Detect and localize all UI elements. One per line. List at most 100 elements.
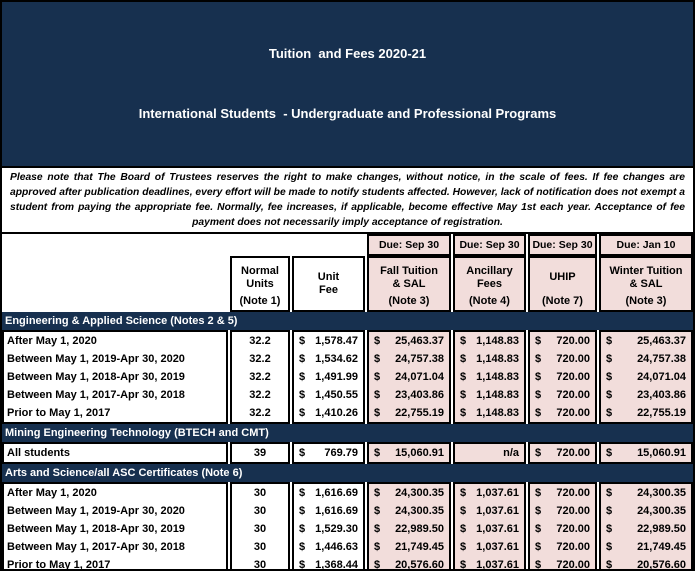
col-header-note: [294, 308, 363, 310]
amount: 20,576.60: [395, 559, 444, 571]
unit-fee-value: $1,491.99: [294, 368, 363, 386]
col-header-line: UHIP: [549, 271, 576, 283]
currency-symbol: $: [299, 389, 306, 401]
row-label: Between May 1, 2018-Apr 30, 2019: [7, 523, 185, 535]
amount: 720.00: [556, 447, 590, 459]
table-column: 32.2 32.2 32.2 32.2 32.2: [230, 330, 290, 424]
table-column: After May 1, 2020 Between May 1, 2019-Apr…: [2, 330, 228, 424]
currency-symbol: $: [535, 559, 542, 571]
amount: 720.00: [556, 371, 590, 383]
amount: 24,757.38: [637, 353, 686, 365]
column-header-row: Normal Units (Note 1) Unit Fee Fall Tuit…: [2, 256, 693, 312]
fall-tuition-value: $21,749.45: [369, 538, 449, 556]
fall-tuition-value: $24,071.04: [369, 368, 449, 386]
amount: 1,410.26: [315, 407, 358, 419]
table-column: $24,300.35 $24,300.35 $22,989.50 $21,749.45…: [599, 482, 693, 569]
col-header-line: & SAL: [392, 277, 426, 290]
fees-table: Due: Sep 30 Due: Sep 30 Due: Sep 30 Due:…: [2, 234, 693, 571]
currency-symbol: $: [535, 371, 542, 383]
ancillary-fees-value: n/a: [503, 447, 519, 459]
currency-symbol: $: [460, 505, 467, 517]
ancillary-fees-value: $1,037.61: [455, 484, 524, 502]
ancillary-fees-value: $1,037.61: [455, 556, 524, 571]
currency-symbol: $: [460, 407, 467, 419]
amount: 720.00: [556, 407, 590, 419]
currency-symbol: $: [299, 371, 306, 383]
amount: 1,148.83: [476, 335, 519, 347]
amount: 1,148.83: [476, 353, 519, 365]
currency-symbol: $: [606, 447, 613, 459]
currency-symbol: $: [535, 389, 542, 401]
amount: 720.00: [556, 353, 590, 365]
table-column: After May 1, 2020 Between May 1, 2019-Apr…: [2, 482, 228, 569]
currency-symbol: $: [374, 447, 381, 459]
table-column: $1,616.69 $1,616.69 $1,529.30 $1,446.63 $1,3…: [292, 482, 365, 571]
normal-units-value: 30: [253, 487, 267, 499]
amount: 24,300.35: [395, 487, 444, 499]
uhip-value: $720.00: [530, 520, 595, 538]
currency-symbol: $: [374, 505, 381, 517]
currency-symbol: $: [299, 407, 306, 419]
col-header-line: & SAL: [629, 277, 663, 290]
winter-tuition-value: $25,463.37: [601, 332, 691, 350]
amount: 1,529.30: [315, 523, 358, 535]
uhip-value: $720.00: [530, 386, 595, 404]
amount: 720.00: [556, 335, 590, 347]
col-header-line: Units: [246, 277, 274, 290]
col-header-line: Fees: [476, 277, 503, 290]
table-column: $769.79: [292, 442, 365, 464]
currency-symbol: $: [535, 447, 542, 459]
unit-fee-value: $1,368.44: [294, 556, 363, 571]
amount: 24,300.35: [637, 487, 686, 499]
title-bar: Tuition and Fees 2020-21 International S…: [2, 2, 693, 168]
table-column: $15,060.91: [367, 442, 451, 464]
unit-fee-value: $1,410.26: [294, 404, 363, 422]
due-header-uhip: Due: Sep 30: [528, 234, 597, 256]
amount: 24,300.35: [637, 505, 686, 517]
uhip-value: $720.00: [530, 444, 595, 462]
currency-symbol: $: [299, 353, 306, 365]
amount: 1,037.61: [476, 559, 519, 571]
amount: 1,578.47: [315, 335, 358, 347]
normal-units-value: 39: [253, 447, 267, 459]
row-label: Prior to May 1, 2017: [7, 407, 111, 419]
page-subtitle: International Students - Undergraduate a…: [138, 106, 557, 121]
winter-tuition-value: $23,403.86: [601, 386, 691, 404]
amount: 25,463.37: [637, 335, 686, 347]
amount: 1,037.61: [476, 523, 519, 535]
fall-tuition-value: $25,463.37: [369, 332, 449, 350]
table-column: 39: [230, 442, 290, 464]
ancillary-fees-value: $1,148.83: [455, 386, 524, 404]
ancillary-fees-value: $1,148.83: [455, 404, 524, 422]
table-column: $1,148.83 $1,148.83 $1,148.83 $1,148.83 $1,1…: [453, 330, 526, 424]
amount: 1,037.61: [476, 541, 519, 553]
amount: 24,071.04: [395, 371, 444, 383]
currency-symbol: $: [606, 371, 613, 383]
col-header-line: Winter Tuition: [609, 264, 683, 277]
amount: 1,148.83: [476, 389, 519, 401]
col-header-note: (Note 3): [388, 295, 430, 307]
section-title: Arts and Science/all ASC Certificates (N…: [2, 464, 693, 482]
col-header-line: Unit: [317, 271, 340, 283]
table-column: $720.00: [528, 442, 597, 464]
table-column: $25,463.37 $24,757.38 $24,071.04 $23,403.86…: [599, 330, 693, 424]
amount: 1,148.83: [476, 371, 519, 383]
uhip-value: $720.00: [530, 556, 595, 571]
normal-units-value: 30: [253, 541, 267, 553]
table-column: $1,578.47 $1,534.62 $1,491.99 $1,450.55 $1,4…: [292, 330, 365, 424]
currency-symbol: $: [299, 487, 306, 499]
currency-symbol: $: [299, 559, 306, 571]
fall-tuition-value: $24,300.35: [369, 502, 449, 520]
fall-tuition-value: $23,403.86: [369, 386, 449, 404]
col-header-ancillary-fees: Ancillary Fees (Note 4): [453, 256, 526, 312]
currency-symbol: $: [535, 335, 542, 347]
currency-symbol: $: [606, 523, 613, 535]
currency-symbol: $: [460, 559, 467, 571]
currency-symbol: $: [460, 353, 467, 365]
normal-units-value: 32.2: [249, 353, 271, 365]
currency-symbol: $: [535, 353, 542, 365]
unit-fee-value: $1,446.63: [294, 538, 363, 556]
unit-fee-value: $769.79: [294, 444, 363, 462]
amount: 24,071.04: [637, 371, 686, 383]
normal-units-value: 30: [253, 523, 267, 535]
